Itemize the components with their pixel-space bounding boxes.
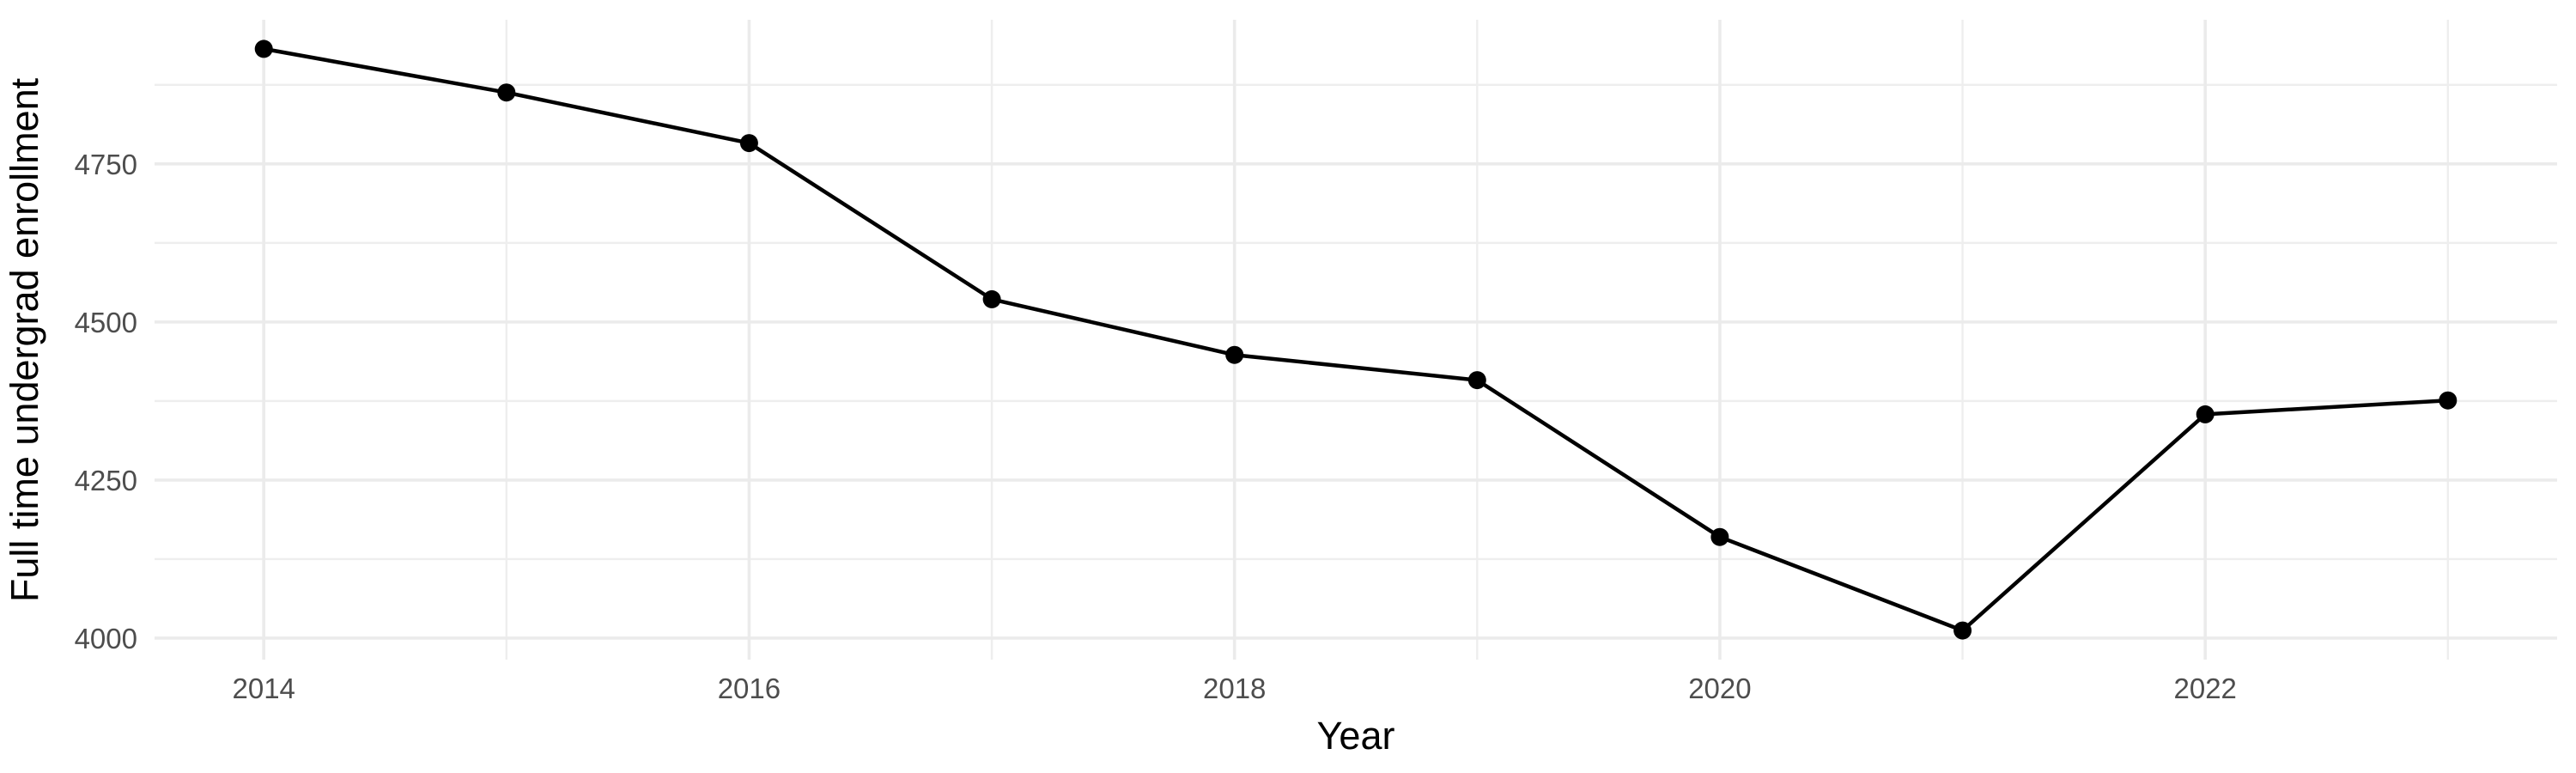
data-point-2014 (254, 40, 273, 58)
y-tick-label-4250: 4250 (75, 465, 137, 496)
x-tick-labels: 2014 2016 2018 2020 2022 (232, 673, 2236, 704)
enrollment-trend-line (263, 46, 2448, 633)
x-tick-label-2022: 2022 (2173, 673, 2236, 704)
data-point-2021 (1953, 621, 1972, 640)
data-point-2015 (497, 83, 516, 102)
data-point-2017 (982, 289, 1001, 308)
x-tick-label-2020: 2020 (1688, 673, 1751, 704)
y-tick-labels: 4000 4250 4500 4750 (75, 149, 137, 654)
y-tick-label-4750: 4750 (75, 149, 137, 180)
x-tick-label-2018: 2018 (1203, 673, 1266, 704)
x-tick-label-2014: 2014 (232, 673, 295, 704)
data-point-2019 (1467, 371, 1486, 390)
x-axis-title: Year (1317, 714, 1395, 758)
x-tick-label-2016: 2016 (718, 673, 781, 704)
y-axis-title: Full time undergrad enrollment (3, 77, 46, 602)
data-point-2018 (1225, 345, 1244, 364)
data-point-2020 (1710, 527, 1729, 546)
major-gridlines (155, 20, 2557, 660)
data-series-group (254, 40, 2458, 640)
y-tick-label-4000: 4000 (75, 623, 137, 654)
data-point-2016 (739, 134, 758, 153)
y-tick-label-4500: 4500 (75, 307, 137, 338)
data-point-2022 (2196, 405, 2215, 423)
data-point-2023 (2439, 391, 2458, 410)
minor-gridlines (155, 20, 2557, 660)
